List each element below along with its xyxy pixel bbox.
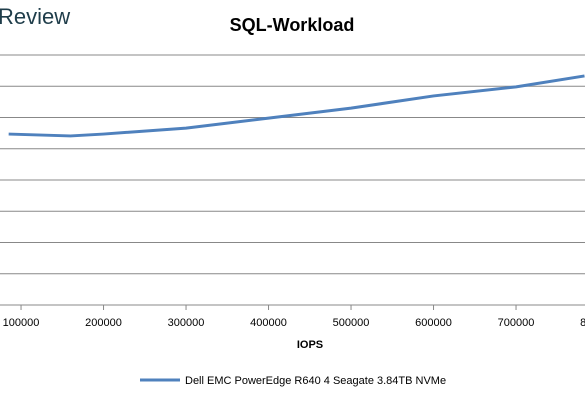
chart-title: SQL-Workload — [230, 15, 355, 35]
x-tick-label: 300000 — [168, 317, 205, 329]
x-tick-label: 200000 — [85, 317, 122, 329]
x-tick-label: 400000 — [250, 317, 287, 329]
data-line — [8, 74, 585, 138]
x-tick-label: 100000 — [3, 317, 40, 329]
x-tick-label: 500000 — [333, 317, 370, 329]
logo: Review — [0, 4, 70, 29]
x-axis-label: IOPS — [297, 339, 323, 351]
x-tick-label: 800000 — [580, 317, 585, 329]
x-tick-label: 600000 — [415, 317, 452, 329]
x-tick-label: 700000 — [498, 317, 535, 329]
legend-label: Dell EMC PowerEdge R640 4 Seagate 3.84TB… — [185, 375, 446, 387]
